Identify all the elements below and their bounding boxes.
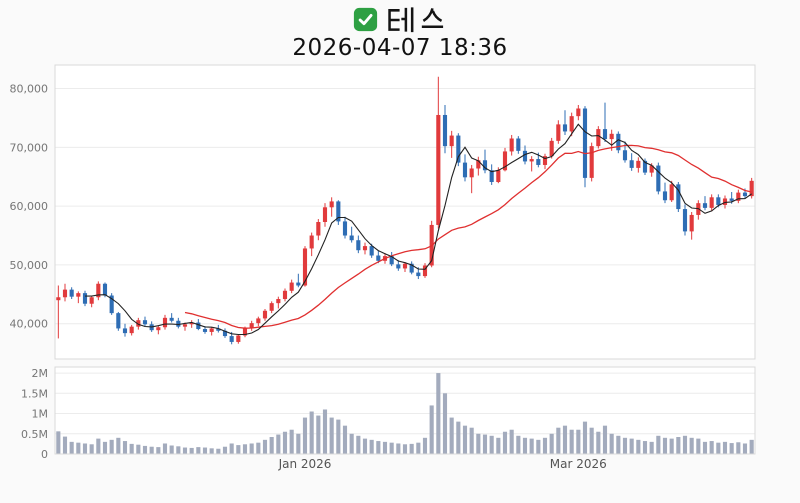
y-axis-labels: 40,000 50,000 60,000 70,000 80,000 0 0.5M 1M 1.5… xyxy=(10,83,49,461)
price-plot-border xyxy=(54,64,756,360)
price-tick-label: 60,000 xyxy=(10,200,49,213)
x-axis-labels: Jan 2026 Mar 2026 xyxy=(278,457,607,471)
ma-long-line xyxy=(184,144,752,329)
price-tick-label: 40,000 xyxy=(10,318,49,331)
volume-tick-label: 0 xyxy=(41,448,48,461)
checkbox-box xyxy=(353,7,378,31)
volume-bars xyxy=(56,373,754,454)
datetime-subtitle: 2026-04-07 18:36 xyxy=(292,35,508,61)
hangul-strokes xyxy=(388,6,444,32)
green-checkbox-icon xyxy=(353,7,378,31)
price-tick-label: 50,000 xyxy=(10,259,49,272)
price-plot-area[interactable] xyxy=(55,65,755,359)
price-tick-label: 80,000 xyxy=(10,83,49,96)
volume-tick-label: 0.5M xyxy=(21,428,48,441)
volume-plot-border xyxy=(54,366,756,455)
price-tick-label: 70,000 xyxy=(10,141,49,154)
volume-tick-label: 1.5M xyxy=(21,387,48,400)
volume-plot-area[interactable] xyxy=(55,367,755,454)
x-axis-month-label: Mar 2026 xyxy=(550,457,607,471)
stock-chart-svg[interactable]: 40,000 50,000 60,000 70,000 80,000 0 0.5M 1M 1.5… xyxy=(0,61,800,503)
x-axis-month-label: Jan 2026 xyxy=(278,457,332,471)
volume-tick-label: 2M xyxy=(32,367,49,380)
ma-short-line xyxy=(85,123,753,336)
volume-tick-label: 1M xyxy=(32,408,49,421)
stock-name-glyphs xyxy=(388,6,444,32)
chart-header: 테스 2026-04-07 18:36 xyxy=(0,0,800,61)
checkmark-icon xyxy=(358,13,373,25)
title-row: 테스 xyxy=(0,4,800,34)
